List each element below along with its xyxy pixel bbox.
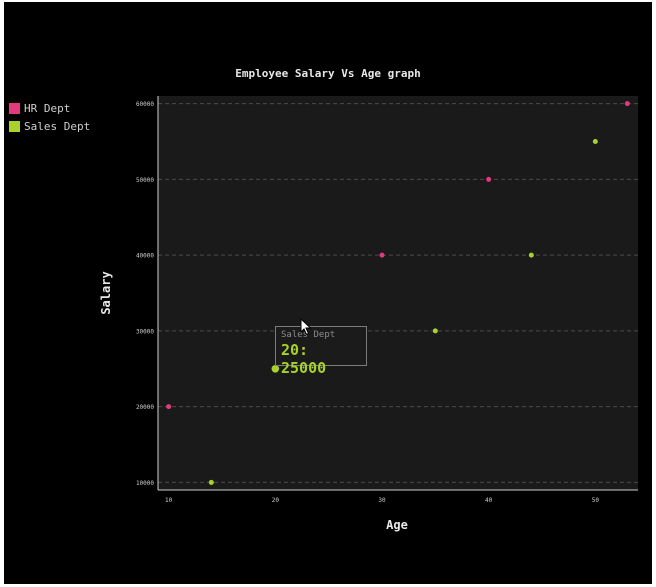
hover-tooltip: Sales Dept 20: 25000 bbox=[275, 326, 367, 377]
y-tick-label-60000: 60000 bbox=[136, 101, 154, 108]
y-tick-label-30000: 30000 bbox=[136, 328, 154, 335]
legend-swatch-sales bbox=[9, 120, 20, 132]
legend-swatch-hr bbox=[9, 102, 20, 114]
x-tick-label-50: 50 bbox=[592, 497, 600, 504]
data-point-hr bbox=[166, 404, 172, 410]
y-axis-label: Salary bbox=[99, 271, 113, 314]
x-tick-label-30: 30 bbox=[378, 497, 386, 504]
data-point-hr bbox=[624, 101, 630, 107]
data-point-sales bbox=[271, 364, 280, 373]
x-tick-label-10: 10 bbox=[165, 497, 173, 504]
legend-item-sales[interactable]: Sales Dept bbox=[9, 117, 90, 135]
data-point-hr bbox=[379, 252, 385, 258]
scatter-chart: 10000 20000 30000 40000 50000 60000 10 20 30 40 50… bbox=[99, 67, 638, 532]
data-point-sales bbox=[592, 138, 598, 144]
data-points bbox=[166, 101, 630, 485]
x-axis-label: Age bbox=[386, 518, 408, 532]
chart-frame: 10000 20000 30000 40000 50000 60000 10 20 30 40 50… bbox=[4, 2, 652, 584]
legend-label-hr: HR Dept bbox=[24, 101, 71, 115]
tooltip-series-name: Sales Dept bbox=[281, 330, 336, 340]
x-tick-label-20: 20 bbox=[272, 497, 280, 504]
grid-lines bbox=[158, 103, 638, 483]
legend-label-sales: Sales Dept bbox=[24, 119, 91, 133]
plot-area bbox=[158, 96, 638, 490]
y-tick-label-50000: 50000 bbox=[136, 177, 154, 184]
data-point-sales bbox=[432, 328, 438, 334]
chart-title: Employee Salary Vs Age graph bbox=[235, 67, 420, 80]
data-point-hr bbox=[486, 176, 492, 182]
data-point-sales bbox=[208, 479, 214, 485]
mouse-cursor-icon bbox=[300, 318, 312, 336]
x-tick-label-40: 40 bbox=[485, 497, 493, 504]
y-tick-label-40000: 40000 bbox=[136, 253, 154, 260]
legend: HR Dept Sales Dept bbox=[9, 99, 90, 135]
legend-item-hr[interactable]: HR Dept bbox=[9, 99, 90, 117]
tick-labels: 10000 20000 30000 40000 50000 60000 10 20 30 40 50 bbox=[136, 101, 599, 504]
y-tick-label-20000: 20000 bbox=[136, 404, 154, 411]
tooltip-value: 20: 25000 bbox=[281, 341, 327, 377]
data-point-sales bbox=[528, 252, 534, 258]
y-tick-label-10000: 10000 bbox=[136, 480, 154, 487]
